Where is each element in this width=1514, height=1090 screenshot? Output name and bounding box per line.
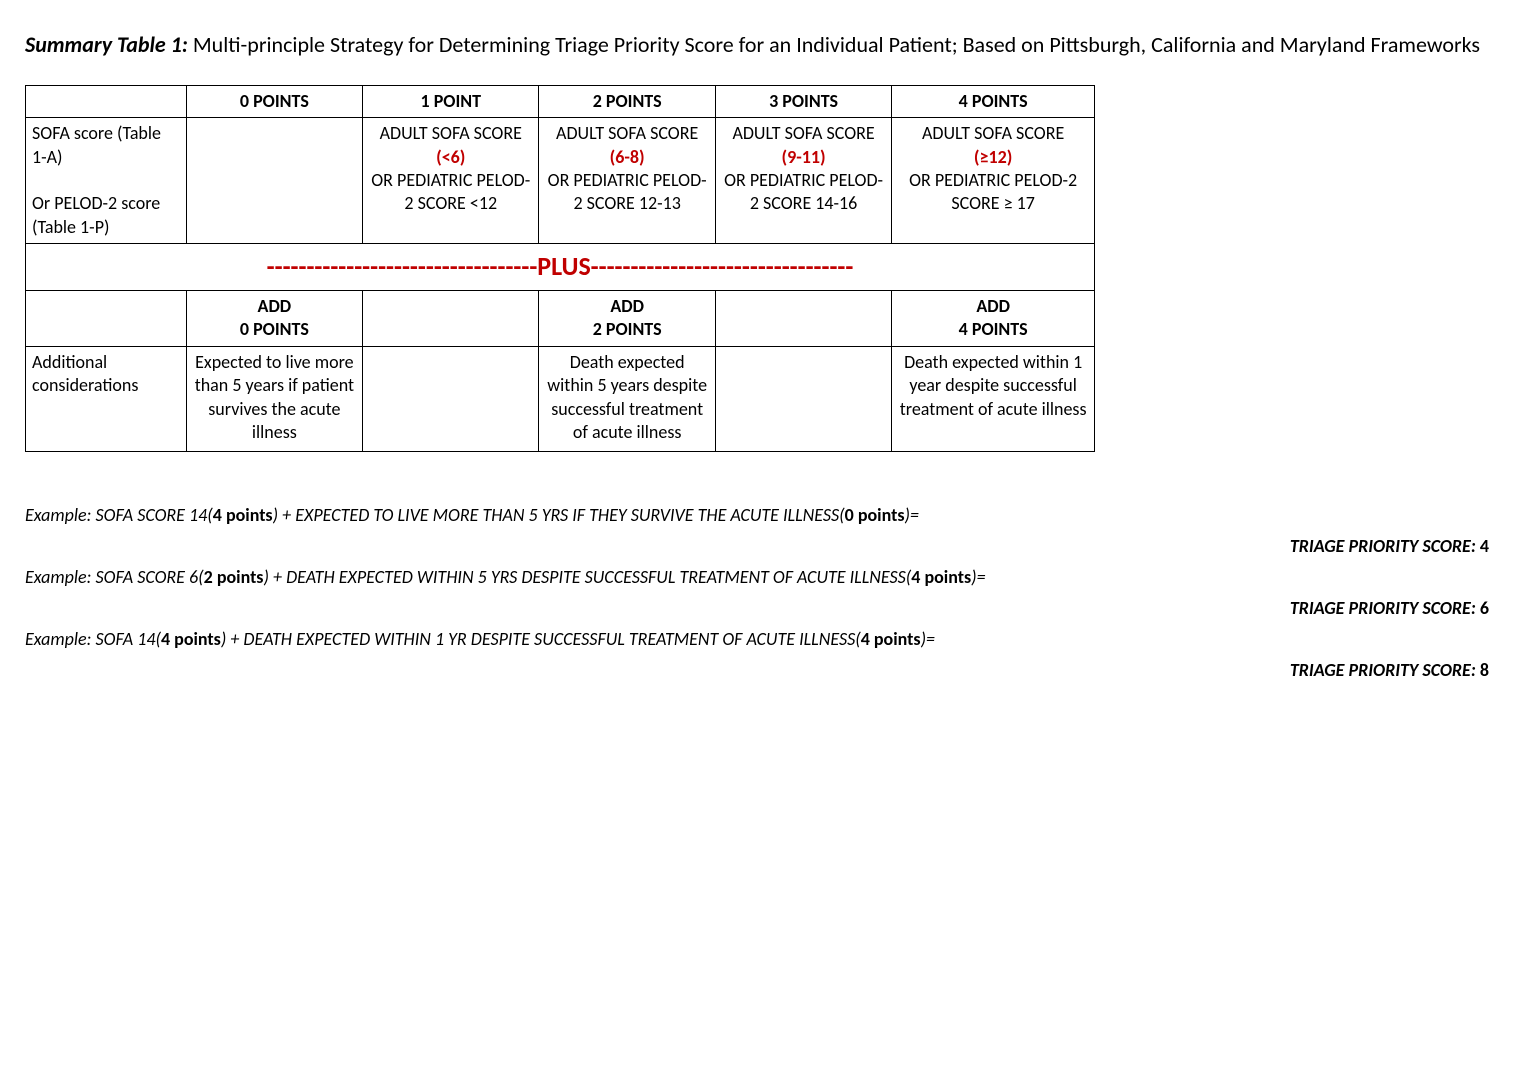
plus-row: ----------------------------------PLUS--… (26, 244, 1095, 291)
additional-label: Additional considerations (26, 346, 187, 451)
add-0pts: ADD 0 POINTS (186, 290, 362, 346)
additional-4pts: Death expected within 1 year despite suc… (892, 346, 1095, 451)
score-1: TRIAGE PRIORITY SCORE: 4 (25, 533, 1489, 560)
header-row: 0 POINTS 1 POINT 2 POINTS 3 POINTS 4 POI… (26, 85, 1095, 117)
add-header-row: ADD 0 POINTS ADD 2 POINTS ADD 4 POINTS (26, 290, 1095, 346)
add-blank (26, 290, 187, 346)
header-2pts: 2 POINTS (539, 85, 715, 117)
header-0pts: 0 POINTS (186, 85, 362, 117)
add-4pts: ADD 4 POINTS (892, 290, 1095, 346)
header-4pts: 4 POINTS (892, 85, 1095, 117)
header-1pt: 1 POINT (363, 85, 539, 117)
sofa-1pt: ADULT SOFA SCORE (<6) OR PEDIATRIC PELOD… (363, 118, 539, 244)
add-3pts (715, 290, 891, 346)
header-blank (26, 85, 187, 117)
add-1pt (363, 290, 539, 346)
title-rest: Multi-principle Strategy for Determining… (188, 31, 1480, 58)
additional-2pts: Death expected within 5 years despite su… (539, 346, 715, 451)
sofa-4pts: ADULT SOFA SCORE(≥12) OR PEDIATRIC PELOD… (892, 118, 1095, 244)
additional-row: Additional considerations Expected to li… (26, 346, 1095, 451)
additional-1pt (363, 346, 539, 451)
sofa-2pts: ADULT SOFA SCORE (6-8) OR PEDIATRIC PELO… (539, 118, 715, 244)
example-2: Example: SOFA SCORE 6(2 points) + DEATH … (25, 564, 1489, 591)
sofa-3pts: ADULT SOFA SCORE(9-11) OR PEDIATRIC PELO… (715, 118, 891, 244)
additional-3pts (715, 346, 891, 451)
example-3: Example: SOFA 14(4 points) + DEATH EXPEC… (25, 626, 1489, 653)
header-3pts: 3 POINTS (715, 85, 891, 117)
sofa-label: SOFA score (Table 1-A) Or PELOD-2 score … (26, 118, 187, 244)
example-1: Example: SOFA SCORE 14(4 points) + EXPEC… (25, 502, 1489, 529)
additional-0pts: Expected to live more than 5 years if pa… (186, 346, 362, 451)
score-3: TRIAGE PRIORITY SCORE: 8 (25, 657, 1489, 684)
score-2: TRIAGE PRIORITY SCORE: 6 (25, 595, 1489, 622)
title-lead: Summary Table 1: (25, 31, 188, 58)
sofa-row: SOFA score (Table 1-A) Or PELOD-2 score … (26, 118, 1095, 244)
triage-table: 0 POINTS 1 POINT 2 POINTS 3 POINTS 4 POI… (25, 85, 1095, 452)
add-2pts: ADD 2 POINTS (539, 290, 715, 346)
document-title: Summary Table 1: Multi-principle Strateg… (25, 30, 1489, 61)
sofa-0pts (186, 118, 362, 244)
examples-block: Example: SOFA SCORE 14(4 points) + EXPEC… (25, 502, 1489, 684)
plus-text: ----------------------------------PLUS--… (26, 244, 1095, 291)
